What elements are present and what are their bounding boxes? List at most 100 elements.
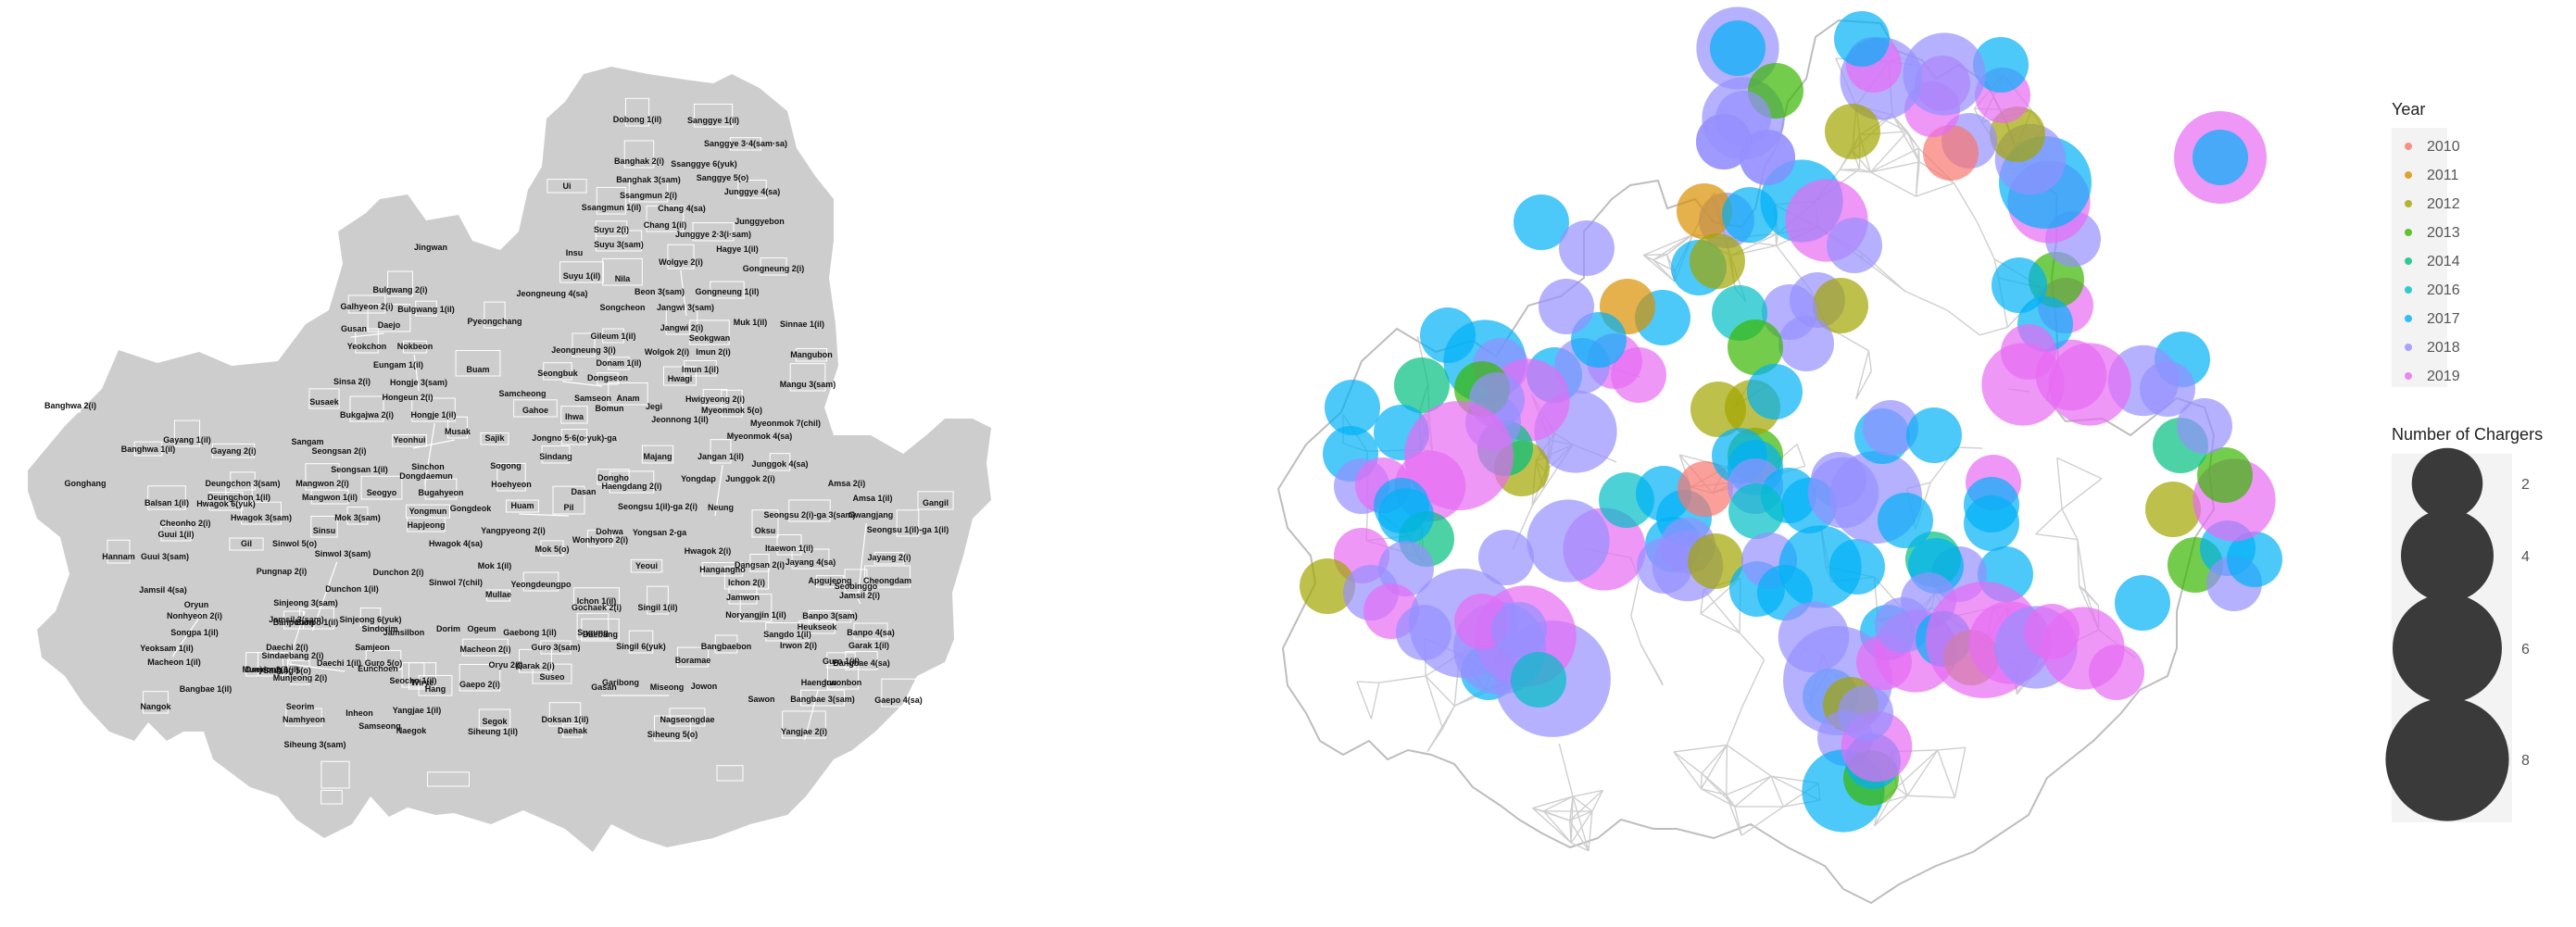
dong-label: Nangok	[140, 702, 171, 711]
dong-label: Sanggye 5(o)	[697, 173, 749, 182]
district-boundary-line	[2056, 457, 2103, 480]
dong-label: Sinsu	[313, 526, 336, 535]
dong-boundary-cell	[595, 230, 643, 252]
dong-label: Namhyeon	[283, 715, 325, 724]
dong-boundary-line	[413, 354, 420, 392]
district-boundary-line	[1896, 786, 1908, 796]
dong-label: Nokbeon	[397, 342, 434, 351]
year-legend-label: 2014	[2427, 254, 2460, 269]
dong-label: Jamsilbon	[383, 628, 425, 637]
district-boundary-line	[1937, 749, 1956, 798]
size-legend-circle	[2393, 594, 2502, 703]
dong-label: Gaebong 1(il)	[503, 628, 557, 637]
dong-boundary-cell	[540, 540, 564, 557]
dong-label: Wolgye 2(i)	[659, 257, 703, 267]
dong-label: Gusan	[341, 324, 367, 333]
district-boundary-line	[1356, 681, 1373, 720]
district-boundary-line	[1946, 309, 1980, 336]
dong-boundary-cell	[552, 485, 585, 515]
dong-label: Muk 1(il)	[734, 318, 768, 327]
charger-bubble	[2227, 532, 2282, 587]
dong-boundary-cell	[808, 609, 852, 623]
dong-boundary-cell	[628, 179, 669, 203]
charger-bubble	[1491, 602, 1547, 658]
dong-label: Junggye 2·3(i·sam)	[675, 230, 751, 239]
dong-label: Jangwi 2(i)	[660, 323, 704, 332]
district-boundary-line	[1630, 615, 1642, 645]
dong-label: Hongje 3(sam)	[390, 378, 447, 387]
dong-label: Dongho	[597, 473, 629, 482]
dong-label: Naegok	[396, 726, 428, 735]
district-boundary-line	[2077, 539, 2080, 586]
dong-label: Pyeongchang	[467, 317, 521, 326]
dong-label: Gayang 1(il)	[163, 435, 211, 445]
size-legend-label: 6	[2521, 642, 2530, 658]
dong-boundary-cell	[710, 439, 732, 464]
district-boundary-line	[1915, 148, 1920, 197]
dong-boundary-cell	[346, 507, 369, 525]
dong-boundary-cell	[360, 475, 403, 500]
dong-boundary-cell	[559, 261, 604, 283]
dong-label: Samseon	[574, 394, 611, 403]
charger-bubble	[1973, 37, 2029, 93]
dong-label: Seogyo	[367, 488, 397, 497]
dong-boundary-cell	[667, 244, 695, 269]
dong-boundary-cell	[845, 651, 878, 670]
dong-boundary-cell	[710, 281, 745, 299]
dong-boundary-line	[424, 422, 435, 485]
dong-label: Sawon	[748, 695, 774, 704]
dong-label: Hwagi	[668, 374, 693, 383]
year-legend-label: 2010	[2427, 139, 2460, 155]
dong-boundary-cell	[729, 137, 762, 151]
dong-label: Amsa 2(i)	[828, 479, 866, 488]
dong-label: Noryangjin 1(il)	[725, 610, 786, 620]
dong-label: Munjeong 2(i)	[273, 673, 328, 683]
year-legend-swatch	[2405, 315, 2412, 322]
dong-boundary-cell	[310, 489, 349, 505]
year-legend-background	[2392, 128, 2447, 387]
dong-label: Sangdo 1(il)	[763, 630, 811, 639]
district-boundary-line	[1701, 772, 1728, 795]
dong-boundary-cell	[208, 491, 244, 511]
charger-bubble	[1827, 218, 1882, 273]
dong-label: Sinwol 3(sam)	[315, 549, 371, 558]
size-legend-circle	[2385, 697, 2509, 821]
district-boundary-line	[1357, 681, 1379, 683]
dong-label: Segok	[482, 717, 508, 726]
dong-boundary-cell	[484, 301, 506, 329]
charger-bubble	[2089, 645, 2144, 700]
dong-label: Seokgwan	[689, 333, 731, 343]
district-boundary-line	[1726, 775, 1772, 795]
dong-label: Anam	[616, 394, 639, 403]
dong-label: Guro 1(il)	[823, 657, 860, 666]
charger-bubble	[1747, 364, 1803, 420]
district-boundary-line	[1425, 675, 1444, 730]
dong-label: Deungchon 1(il)	[207, 493, 270, 502]
size-legend-circle	[2401, 509, 2494, 602]
dong-boundary-cell	[560, 429, 588, 445]
dong-label: Seongsu 1(il)-ga 2(i)	[618, 502, 697, 511]
year-legend-swatch	[2405, 171, 2412, 179]
dong-label: Hwagok 4(sa)	[429, 539, 483, 548]
dong-boundary-cell	[624, 97, 650, 127]
dong-label: Inheon	[346, 708, 373, 718]
dong-label: Wirye	[411, 678, 434, 687]
district-boundary-line	[1673, 751, 1703, 774]
dong-label: Oryu 2(i)	[488, 660, 522, 670]
dong-boundary-cell	[283, 610, 305, 630]
district-boundary-line	[1740, 806, 1784, 836]
district-boundary-line	[1891, 114, 1920, 149]
dong-boundary-cell	[917, 491, 954, 510]
charger-bubble	[1740, 130, 1795, 185]
dong-label: Nonhyeon 2(i)	[167, 611, 222, 620]
dong-label: Hapjeong	[407, 520, 445, 530]
dong-label: Cheongdam	[863, 576, 911, 585]
dong-boundary-cell	[173, 420, 201, 447]
district-boundary-line	[1673, 751, 1703, 790]
dong-boundary-line	[288, 663, 346, 672]
dong-boundary-cell	[669, 708, 706, 727]
dong-boundary-cell	[532, 663, 572, 684]
dong-boundary-cell	[749, 554, 770, 572]
district-boundary-line	[2079, 585, 2099, 607]
dong-boundary-cell	[229, 537, 264, 551]
